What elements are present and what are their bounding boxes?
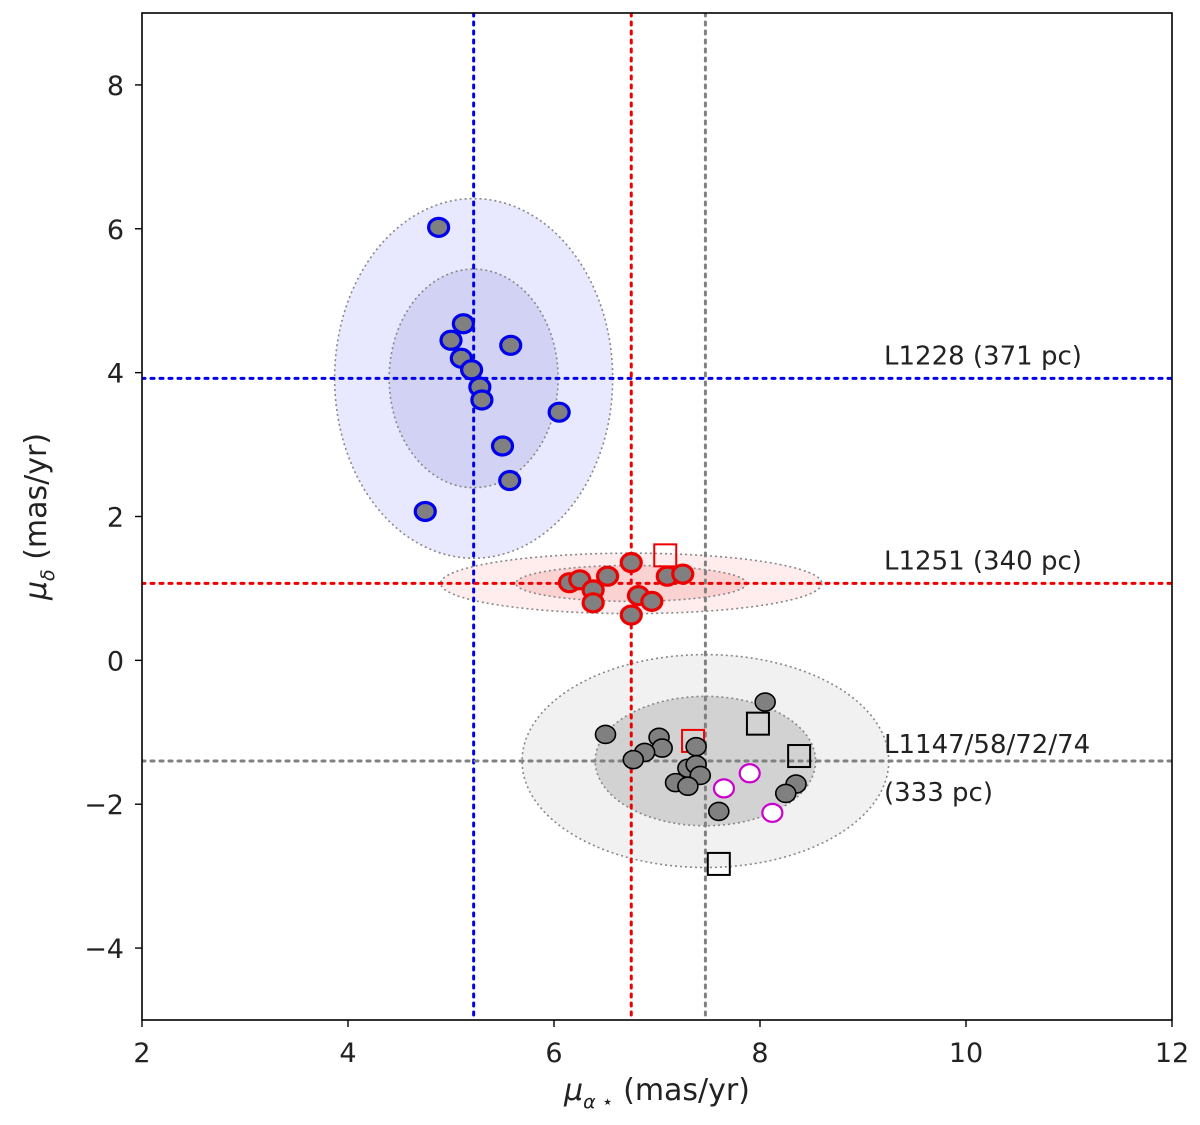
l1147-58-72-74-point-1 bbox=[594, 724, 617, 745]
l1147-58-72-74-point-15 bbox=[774, 783, 797, 804]
y-tick-label: 2 bbox=[107, 503, 124, 534]
l1228-point-8 bbox=[470, 389, 494, 411]
x-tick-label: 8 bbox=[751, 1038, 768, 1069]
l1147-58-72-74-point-5 bbox=[622, 749, 645, 770]
x-tick-label: 10 bbox=[949, 1038, 983, 1069]
l1251-point-4 bbox=[595, 565, 620, 587]
l1228-point-4 bbox=[499, 334, 523, 356]
l1251-point-9 bbox=[619, 604, 643, 626]
l1228-point-9 bbox=[547, 401, 571, 423]
x-axis-label: μα ⋆ (mas/yr) bbox=[563, 1073, 750, 1113]
l1147-58-72-74-open-circle-3 bbox=[761, 802, 784, 823]
x-tick-label: 2 bbox=[133, 1038, 150, 1069]
plot-frame bbox=[141, 12, 1173, 1021]
l1147-58-72-74-region-label: L1147/58/72/74 (333 pc) bbox=[884, 730, 1090, 808]
l1251-square-marker-1 bbox=[653, 543, 678, 568]
l1251-point-1 bbox=[619, 551, 643, 574]
l1228-point-11 bbox=[498, 469, 522, 492]
x-tick-label: 6 bbox=[545, 1038, 562, 1069]
y-tick-label: 0 bbox=[107, 646, 124, 677]
x-tick-label: 12 bbox=[1155, 1038, 1189, 1069]
l1147-58-72-74-square-marker-3 bbox=[706, 851, 731, 876]
l1147-58-72-74-point-12 bbox=[707, 801, 730, 822]
l1147-58-72-74-open-circle-2 bbox=[738, 763, 761, 784]
l1228-point-2 bbox=[451, 313, 475, 335]
l1251-point-7 bbox=[581, 592, 605, 614]
l1228-point-12 bbox=[413, 500, 437, 523]
y-tick-label: −2 bbox=[84, 790, 124, 821]
l1228-region-label: L1228 (371 pc) bbox=[884, 341, 1082, 371]
x-tick-label: 4 bbox=[339, 1038, 356, 1069]
y-tick-label: 6 bbox=[107, 215, 124, 246]
l1228-point-1 bbox=[427, 216, 451, 238]
l1251-point-11 bbox=[671, 563, 695, 585]
l1147-58-72-74-square-marker-1 bbox=[745, 711, 770, 736]
l1147-58-72-74-point-11 bbox=[677, 776, 699, 797]
y-tick-label: 4 bbox=[107, 359, 124, 390]
l1228-point-3 bbox=[439, 329, 463, 351]
l1228-point-10 bbox=[490, 435, 515, 457]
y-tick-label: −4 bbox=[84, 934, 124, 965]
l1147-58-72-74-point-7 bbox=[685, 736, 707, 757]
l1251-region-label: L1251 (340 pc) bbox=[884, 546, 1082, 576]
l1147-58-72-74-point-13 bbox=[754, 692, 776, 712]
y-axis-label: μδ (mas/yr) bbox=[19, 433, 59, 601]
l1147-58-72-74-square-marker-2 bbox=[787, 744, 812, 769]
l1228-point-6 bbox=[460, 359, 484, 381]
l1251-point-8 bbox=[640, 590, 664, 612]
y-tick-label: 8 bbox=[107, 71, 124, 102]
l1147-58-72-74-open-circle-1 bbox=[712, 778, 736, 799]
